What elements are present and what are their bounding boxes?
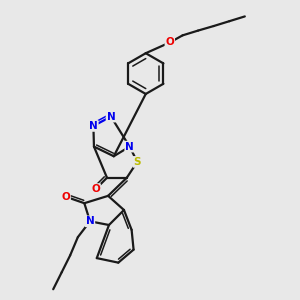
Text: S: S xyxy=(134,157,141,167)
Text: N: N xyxy=(89,121,98,131)
Text: O: O xyxy=(165,38,174,47)
Text: N: N xyxy=(85,216,94,226)
Text: O: O xyxy=(91,184,100,194)
Text: O: O xyxy=(61,192,70,202)
Text: N: N xyxy=(125,142,134,152)
Text: N: N xyxy=(106,112,115,122)
